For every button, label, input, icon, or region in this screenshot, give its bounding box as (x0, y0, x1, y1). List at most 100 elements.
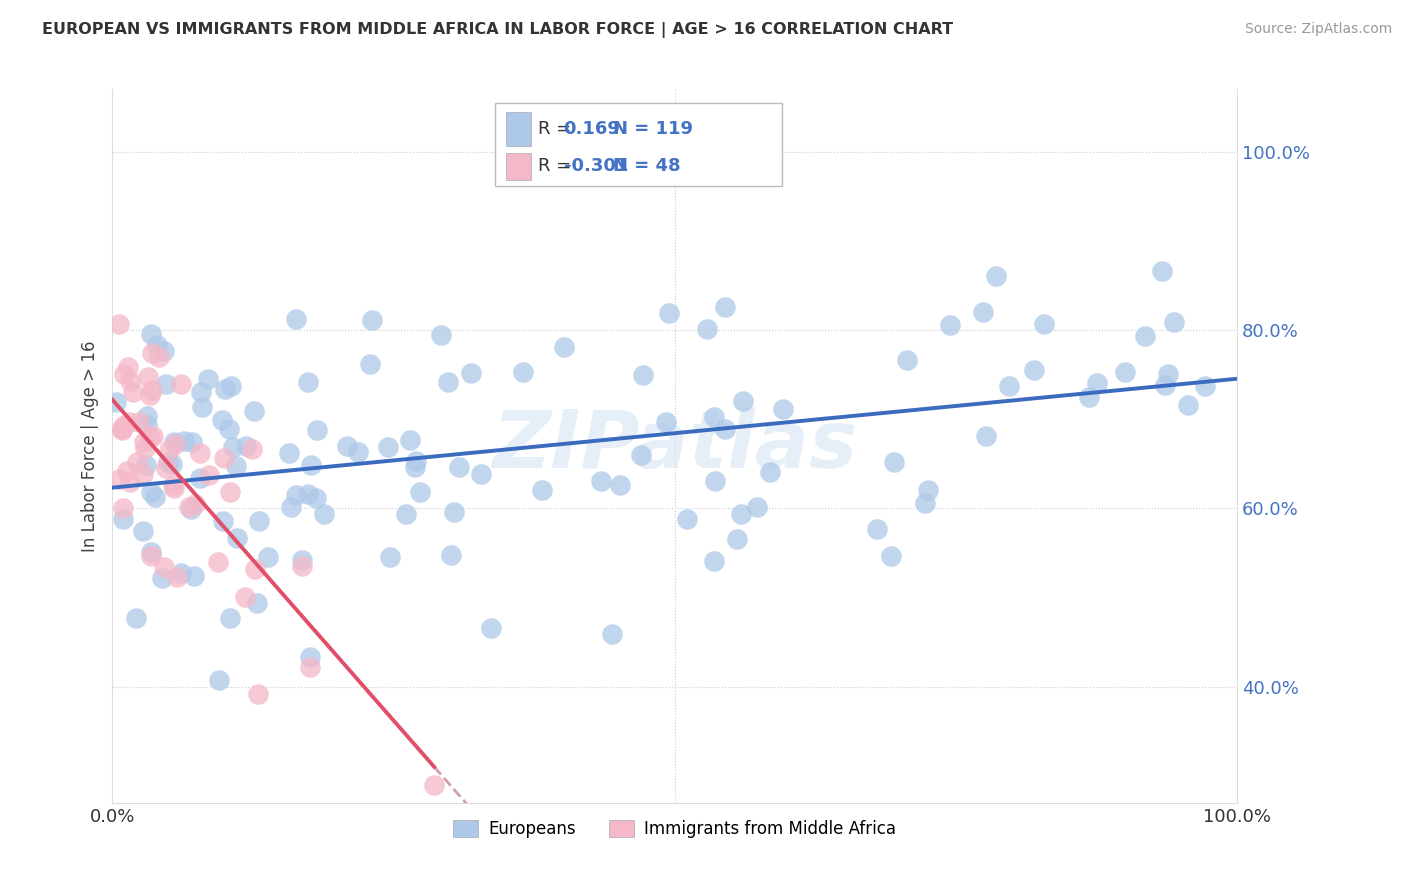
Point (257, 549, 280, 564)
Point (170, 376, 193, 391)
Point (118, 415, 141, 429)
Text: Source: ZipAtlas.com: Source: ZipAtlas.com (1244, 22, 1392, 37)
Point (135, 458, 157, 472)
Text: ZIPatlas: ZIPatlas (492, 407, 858, 485)
Point (879, 549, 901, 563)
Point (437, 376, 460, 390)
Point (914, 495, 936, 509)
Point (713, 422, 735, 436)
Point (157, 442, 180, 457)
Point (938, 318, 960, 333)
Point (138, 429, 160, 443)
Point (589, 474, 612, 488)
Point (222, 440, 245, 454)
Point (896, 353, 918, 368)
Point (745, 500, 768, 514)
Point (212, 450, 235, 465)
Point (180, 435, 202, 450)
Point (730, 508, 752, 522)
Point (177, 500, 200, 515)
Point (219, 379, 242, 393)
Text: R =: R = (537, 120, 576, 138)
Point (139, 549, 162, 563)
Point (1157, 367, 1180, 381)
Point (155, 376, 177, 391)
Point (1163, 315, 1185, 329)
Point (197, 372, 219, 386)
Point (609, 478, 631, 492)
Point (118, 374, 141, 388)
Point (183, 569, 205, 583)
Point (654, 415, 676, 429)
Point (974, 428, 997, 442)
Point (866, 522, 889, 536)
Text: 0.169: 0.169 (564, 120, 620, 138)
Point (166, 569, 188, 583)
Point (986, 269, 1008, 284)
Point (225, 458, 247, 473)
Point (278, 446, 301, 460)
Point (658, 306, 681, 320)
Point (111, 501, 134, 516)
Point (460, 366, 482, 380)
Point (531, 483, 554, 497)
Point (219, 485, 242, 500)
Point (512, 365, 534, 379)
Point (170, 566, 193, 580)
Point (162, 435, 184, 450)
Point (1085, 376, 1108, 390)
Point (139, 485, 162, 500)
Point (134, 441, 156, 455)
Point (676, 511, 699, 525)
Point (347, 445, 370, 459)
Point (378, 549, 401, 564)
Point (1177, 399, 1199, 413)
Point (772, 401, 794, 416)
Point (997, 379, 1019, 393)
Point (299, 650, 322, 665)
Point (208, 673, 231, 687)
Point (112, 367, 135, 381)
Point (150, 571, 173, 585)
Point (153, 560, 176, 574)
Point (141, 383, 163, 397)
Bar (506, 153, 531, 180)
Point (240, 442, 263, 457)
Point (361, 313, 384, 327)
Point (377, 440, 399, 454)
Point (725, 532, 748, 546)
Point (135, 418, 157, 433)
Point (696, 322, 718, 336)
Legend: Europeans, Immigrants from Middle Africa: Europeans, Immigrants from Middle Africa (447, 813, 903, 845)
Point (1153, 377, 1175, 392)
Point (398, 434, 420, 448)
Point (108, 472, 131, 486)
Point (285, 312, 308, 326)
Point (142, 428, 165, 442)
Point (197, 467, 219, 482)
Point (703, 410, 725, 425)
Point (395, 507, 418, 521)
Point (249, 514, 271, 528)
Point (121, 384, 143, 399)
Point (246, 596, 269, 610)
Point (153, 344, 176, 359)
Point (180, 502, 202, 516)
Point (235, 439, 257, 453)
Point (184, 497, 207, 511)
Point (225, 531, 247, 545)
Point (111, 423, 134, 437)
Point (105, 395, 128, 409)
Point (280, 500, 302, 515)
Point (235, 590, 257, 604)
Point (111, 512, 134, 526)
Point (125, 611, 148, 625)
Point (883, 455, 905, 469)
Point (148, 350, 170, 364)
Point (163, 436, 186, 450)
Point (470, 467, 492, 482)
Point (299, 458, 322, 472)
Point (141, 346, 163, 360)
Text: N = 119: N = 119 (613, 120, 693, 138)
Point (359, 357, 381, 371)
